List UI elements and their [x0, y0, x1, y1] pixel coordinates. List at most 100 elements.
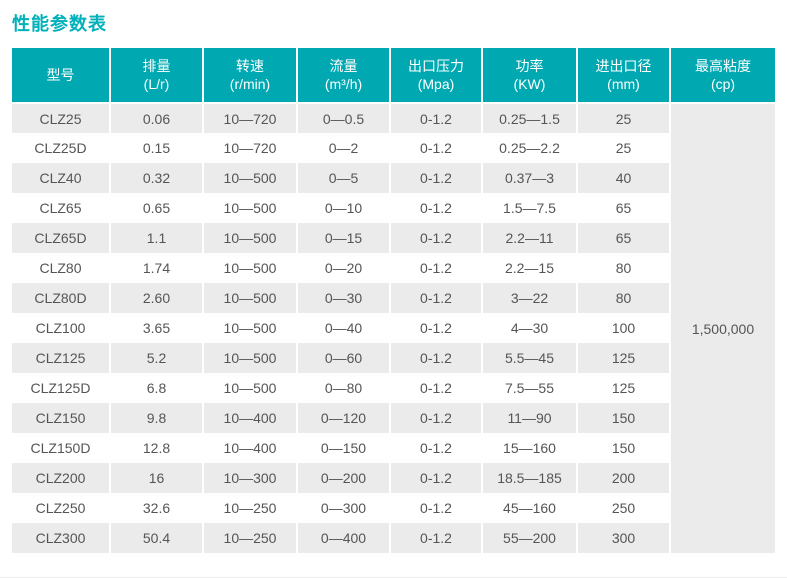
col-header-outlet-pressure: 出口压力 (Mpa)	[389, 48, 482, 104]
cell-outlet-pressure: 0-1.2	[389, 373, 482, 403]
cell-displacement: 1.74	[109, 253, 203, 283]
cell-displacement: 9.8	[109, 403, 203, 433]
cell-power: 4—30	[481, 313, 577, 343]
cell-max-viscosity: 1,500,000	[669, 103, 775, 553]
col-header-model: 型号	[12, 48, 110, 104]
cell-outlet-pressure: 0-1.2	[389, 283, 482, 313]
col-header-label: 功率	[515, 58, 544, 74]
table-row: CLZ125D 6.8 10—500 0—80 0-1.2 7.5—55 125	[12, 373, 775, 403]
cell-port-diameter: 40	[576, 163, 670, 193]
performance-parameter-table: 型号 排量 (L/r) 转速 (r/min) 流量 (m³/h) 出口压力 (M…	[12, 48, 775, 553]
cell-displacement: 3.65	[109, 313, 203, 343]
cell-port-diameter: 65	[576, 193, 670, 223]
cell-outlet-pressure: 0-1.2	[389, 313, 482, 343]
cell-power: 0.25—2.2	[481, 133, 577, 163]
cell-displacement: 2.60	[109, 283, 203, 313]
cell-displacement: 0.15	[109, 133, 203, 163]
cell-speed: 10—250	[202, 493, 297, 523]
table-row: CLZ150 9.8 10—400 0—120 0-1.2 11—90 150	[12, 403, 775, 433]
cell-speed: 10—720	[202, 103, 297, 133]
table-row: CLZ200 16 10—300 0—200 0-1.2 18.5—185 200	[12, 463, 775, 493]
cell-port-diameter: 150	[576, 403, 670, 433]
cell-speed: 10—500	[202, 373, 297, 403]
table-row: CLZ150D 12.8 10—400 0—150 0-1.2 15—160 150	[12, 433, 775, 463]
cell-speed: 10—400	[202, 433, 297, 463]
cell-speed: 10—500	[202, 253, 297, 283]
cell-model: CLZ100	[12, 313, 110, 343]
cell-outlet-pressure: 0-1.2	[389, 163, 482, 193]
col-header-unit: (mm)	[607, 76, 640, 92]
col-header-flow: 流量 (m³/h)	[296, 48, 390, 104]
col-header-label: 排量	[142, 58, 171, 74]
cell-outlet-pressure: 0-1.2	[389, 193, 482, 223]
col-header-unit: (cp)	[710, 76, 736, 92]
table-body: CLZ25 0.06 10—720 0—0.5 0-1.2 0.25—1.5 25 1,500…	[12, 103, 775, 553]
cell-speed: 10—300	[202, 463, 297, 493]
table-row: CLZ80D 2.60 10—500 0—30 0-1.2 3—22 80	[12, 283, 775, 313]
table-row: CLZ300 50.4 10—250 0—400 0-1.2 55—200 300	[12, 523, 775, 553]
cell-power: 7.5—55	[481, 373, 577, 403]
col-header-displacement: 排量 (L/r)	[109, 48, 203, 104]
cell-flow: 0—40	[296, 313, 390, 343]
cell-outlet-pressure: 0-1.2	[389, 433, 482, 463]
col-header-label: 转速	[236, 58, 264, 74]
cell-port-diameter: 200	[576, 463, 670, 493]
col-header-label: 出口压力	[408, 58, 464, 74]
cell-outlet-pressure: 0-1.2	[389, 223, 482, 253]
cell-flow: 0—5	[296, 163, 390, 193]
col-header-unit: (Mpa)	[417, 76, 455, 92]
cell-model: CLZ200	[12, 463, 110, 493]
cell-flow: 0—0.5	[296, 103, 390, 133]
cell-power: 18.5—185	[481, 463, 577, 493]
cell-flow: 0—150	[296, 433, 390, 463]
cell-power: 5.5—45	[481, 343, 577, 373]
cell-port-diameter: 25	[576, 103, 670, 133]
cell-flow: 0—120	[296, 403, 390, 433]
cell-model: CLZ125	[12, 343, 110, 373]
cell-flow: 0—80	[296, 373, 390, 403]
cell-outlet-pressure: 0-1.2	[389, 253, 482, 283]
col-header-label: 型号	[46, 67, 75, 83]
cell-port-diameter: 25	[576, 133, 670, 163]
cell-power: 0.37—3	[481, 163, 577, 193]
cell-flow: 0—60	[296, 343, 390, 373]
cell-port-diameter: 100	[576, 313, 670, 343]
cell-displacement: 6.8	[109, 373, 203, 403]
cell-port-diameter: 125	[576, 373, 670, 403]
cell-flow: 0—200	[296, 463, 390, 493]
cell-flow: 0—20	[296, 253, 390, 283]
cell-speed: 10—500	[202, 163, 297, 193]
col-header-label: 最高粘度	[695, 58, 751, 74]
table-row: CLZ125 5.2 10—500 0—60 0-1.2 5.5—45 125	[12, 343, 775, 373]
cell-flow: 0—300	[296, 493, 390, 523]
cell-power: 45—160	[481, 493, 577, 523]
table-row: CLZ25 0.06 10—720 0—0.5 0-1.2 0.25—1.5 25 1,500…	[12, 103, 775, 553]
cell-power: 11—90	[481, 403, 577, 433]
cell-port-diameter: 80	[576, 253, 670, 283]
cell-speed: 10—500	[202, 343, 297, 373]
cell-power: 0.25—1.5	[481, 103, 577, 133]
cell-speed: 10—400	[202, 403, 297, 433]
cell-port-diameter: 250	[576, 493, 670, 523]
cell-outlet-pressure: 0-1.2	[389, 403, 482, 433]
cell-model: CLZ80D	[12, 283, 110, 313]
col-header-unit: (KW)	[513, 76, 546, 92]
col-header-unit: (r/min)	[229, 76, 271, 92]
cell-displacement: 12.8	[109, 433, 203, 463]
cell-model: CLZ65D	[12, 223, 110, 253]
col-header-speed: 转速 (r/min)	[202, 48, 297, 104]
table-row: CLZ100 3.65 10—500 0—40 0-1.2 4—30 100	[12, 313, 775, 343]
cell-model: CLZ150	[12, 403, 110, 433]
cell-flow: 0—15	[296, 223, 390, 253]
cell-displacement: 0.32	[109, 163, 203, 193]
col-header-port-diameter: 进出口径 (mm)	[576, 48, 670, 104]
col-header-power: 功率 (KW)	[481, 48, 577, 104]
cell-speed: 10—500	[202, 313, 297, 343]
cell-displacement: 32.6	[109, 493, 203, 523]
page-title: 性能参数表	[12, 14, 107, 34]
cell-displacement: 0.06	[109, 103, 203, 133]
col-header-label: 流量	[329, 58, 358, 74]
cell-displacement: 1.1	[109, 223, 203, 253]
cell-model: CLZ65	[12, 193, 110, 223]
cell-model: CLZ125D	[12, 373, 110, 403]
